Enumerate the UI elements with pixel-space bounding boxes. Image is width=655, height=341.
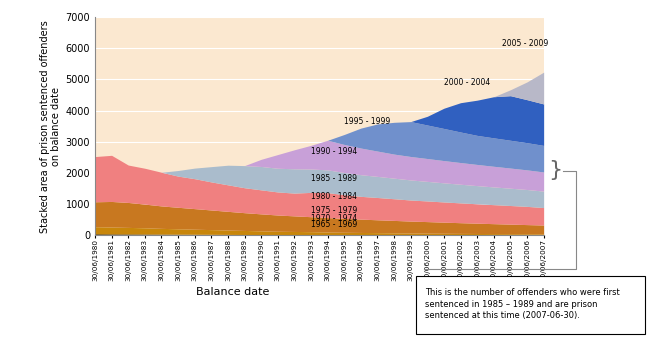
Text: 1990 - 1994: 1990 - 1994 (311, 147, 357, 156)
Text: 2005 - 2009: 2005 - 2009 (502, 39, 548, 48)
Text: 1995 - 1999: 1995 - 1999 (345, 117, 390, 126)
Text: 1985 - 1989: 1985 - 1989 (311, 174, 357, 183)
Text: 1970 - 1974: 1970 - 1974 (311, 214, 357, 223)
Text: Balance date: Balance date (196, 287, 269, 297)
Text: This is the number of offenders who were first
sentenced in 1985 – 1989 and are : This is the number of offenders who were… (425, 288, 620, 320)
Text: 1965 - 1969: 1965 - 1969 (311, 220, 357, 229)
FancyBboxPatch shape (416, 276, 645, 334)
Text: 1980 - 1984: 1980 - 1984 (311, 192, 357, 202)
Text: 1975 - 1979: 1975 - 1979 (311, 206, 357, 215)
Text: }: } (548, 161, 563, 180)
Y-axis label: Stacked area of prison sentenced offenders
on balance date: Stacked area of prison sentenced offende… (40, 20, 62, 233)
Text: 2000 - 2004: 2000 - 2004 (444, 78, 490, 87)
